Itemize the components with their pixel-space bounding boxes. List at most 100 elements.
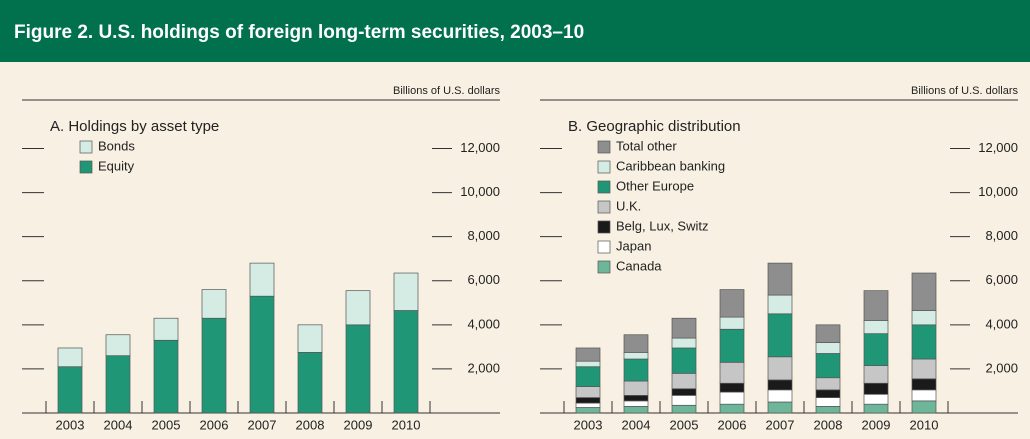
bar-segment: [863, 290, 889, 321]
bar-segment: [575, 366, 601, 387]
legend-swatch: [597, 180, 611, 194]
x-tick-label: 2006: [718, 417, 747, 432]
header-band: [0, 0, 1030, 62]
bar-segment: [671, 395, 697, 406]
y-tick-label: 6,000: [467, 272, 500, 287]
bar-segment: [575, 397, 601, 404]
legend-swatch: [79, 140, 93, 154]
bar-segment: [815, 342, 841, 354]
bar-segment: [575, 407, 601, 414]
bar-segment: [863, 365, 889, 384]
bar-segment: [719, 403, 745, 414]
bar-segment: [815, 353, 841, 379]
y-tick-label: 10,000: [978, 184, 1018, 199]
y-tick-label: 8,000: [985, 228, 1018, 243]
bar-segment: [575, 402, 601, 408]
bar-segment: [767, 389, 793, 403]
bar-segment: [575, 386, 601, 398]
bar-segment: [815, 406, 841, 414]
legend-swatch: [597, 200, 611, 214]
x-tick-label: 2007: [248, 417, 277, 432]
bar-segment: [297, 352, 323, 414]
bar-segment: [153, 317, 179, 341]
legend-label: U.K.: [616, 198, 641, 213]
bar-segment: [623, 380, 649, 396]
bar-segment: [767, 379, 793, 391]
bar-segment: [575, 347, 601, 362]
x-tick-label: 2005: [152, 417, 181, 432]
legend-label: Belg, Lux, Switz: [616, 218, 709, 233]
y-tick-label: 4,000: [467, 316, 500, 331]
legend-label: Total other: [616, 138, 677, 153]
y-tick-label: 12,000: [460, 140, 500, 155]
bar-segment: [767, 313, 793, 358]
bar-segment: [815, 397, 841, 407]
bar-segment: [201, 317, 227, 414]
bar-segment: [153, 339, 179, 414]
bar-segment: [863, 320, 889, 334]
y-tick-label: 2,000: [985, 360, 1018, 375]
bar-segment: [863, 382, 889, 395]
figure-title: Figure 2. U.S. holdings of foreign long-…: [14, 22, 584, 43]
bar-segment: [815, 324, 841, 343]
bar-segment: [201, 289, 227, 319]
bar-segment: [671, 388, 697, 396]
legend-label: Equity: [98, 158, 135, 173]
bar-segment: [815, 389, 841, 398]
bar-segment: [57, 366, 83, 414]
unit-label: Billions of U.S. dollars: [911, 85, 1018, 97]
bar-segment: [393, 310, 419, 414]
y-tick-label: 8,000: [467, 228, 500, 243]
bar-segment: [671, 372, 697, 390]
bar-segment: [767, 262, 793, 296]
bar-segment: [911, 324, 937, 360]
legend-swatch: [79, 160, 93, 174]
bar-segment: [623, 395, 649, 402]
bar-segment: [767, 294, 793, 315]
legend-label: Other Europe: [616, 178, 694, 193]
bar-segment: [767, 401, 793, 414]
y-tick-label: 12,000: [978, 140, 1018, 155]
x-tick-label: 2010: [910, 417, 939, 432]
bar-segment: [911, 389, 937, 402]
bar-segment: [719, 382, 745, 393]
bar-segment: [623, 406, 649, 414]
y-tick-label: 10,000: [460, 184, 500, 199]
bar-segment: [57, 347, 83, 368]
bar-segment: [719, 289, 745, 318]
bar-segment: [393, 272, 419, 311]
bar-segment: [671, 317, 697, 339]
x-tick-label: 2003: [574, 417, 603, 432]
x-tick-label: 2010: [392, 417, 421, 432]
legend-label: Bonds: [98, 138, 135, 153]
x-tick-label: 2007: [766, 417, 795, 432]
legend-swatch: [597, 160, 611, 174]
panel-title: B. Geographic distribution: [568, 118, 741, 135]
bar-segment: [767, 356, 793, 381]
bar-segment: [863, 333, 889, 366]
x-tick-label: 2006: [200, 417, 229, 432]
bar-segment: [719, 328, 745, 363]
legend-swatch: [597, 220, 611, 234]
bar-segment: [297, 324, 323, 353]
bar-segment: [345, 290, 371, 326]
bar-segment: [911, 400, 937, 414]
panel-title: A. Holdings by asset type: [50, 118, 219, 135]
bar-segment: [249, 295, 275, 414]
bar-segment: [815, 377, 841, 391]
x-tick-label: 2008: [296, 417, 325, 432]
bar-segment: [623, 400, 649, 407]
x-tick-label: 2005: [670, 417, 699, 432]
bar-segment: [623, 334, 649, 353]
bar-segment: [911, 272, 937, 311]
bar-segment: [575, 360, 601, 368]
bar-segment: [671, 404, 697, 414]
bar-segment: [345, 324, 371, 414]
bar-segment: [249, 262, 275, 297]
bar-segment: [863, 393, 889, 405]
legend-label: Japan: [616, 238, 651, 253]
legend-swatch: [597, 260, 611, 274]
x-tick-label: 2009: [344, 417, 373, 432]
x-tick-label: 2008: [814, 417, 843, 432]
